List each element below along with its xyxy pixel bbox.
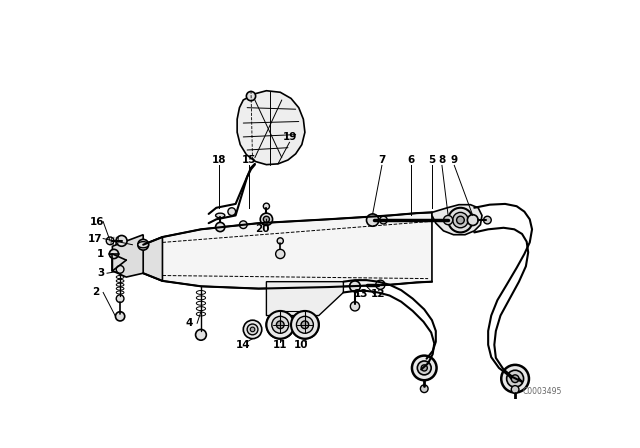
Circle shape <box>420 385 428 392</box>
Text: 15: 15 <box>242 155 257 165</box>
Circle shape <box>444 215 452 225</box>
Circle shape <box>467 215 478 225</box>
Circle shape <box>276 321 284 329</box>
Text: C0003495: C0003495 <box>522 387 562 396</box>
Circle shape <box>272 316 289 333</box>
Polygon shape <box>237 90 305 165</box>
Circle shape <box>367 214 379 226</box>
Circle shape <box>272 316 289 333</box>
Circle shape <box>106 237 114 245</box>
Circle shape <box>109 250 118 258</box>
Circle shape <box>301 321 308 329</box>
Polygon shape <box>113 254 126 271</box>
Ellipse shape <box>138 241 148 248</box>
Circle shape <box>276 250 285 258</box>
Polygon shape <box>126 237 163 281</box>
Circle shape <box>296 316 314 333</box>
Circle shape <box>228 208 236 215</box>
Circle shape <box>350 302 360 311</box>
Circle shape <box>291 311 319 339</box>
Polygon shape <box>432 205 482 235</box>
Text: 3: 3 <box>97 268 104 278</box>
Circle shape <box>448 208 473 233</box>
Text: 11: 11 <box>273 340 287 350</box>
Text: 17: 17 <box>88 233 103 244</box>
Circle shape <box>376 280 385 289</box>
Circle shape <box>263 203 269 209</box>
Circle shape <box>250 327 255 332</box>
Text: 5: 5 <box>428 155 436 165</box>
Circle shape <box>511 375 519 383</box>
Text: 7: 7 <box>378 155 385 165</box>
Circle shape <box>239 221 247 228</box>
Circle shape <box>138 239 148 250</box>
Circle shape <box>116 236 127 246</box>
Circle shape <box>484 216 492 224</box>
Circle shape <box>501 365 529 392</box>
Circle shape <box>247 324 258 335</box>
Circle shape <box>246 91 255 101</box>
Circle shape <box>116 266 124 273</box>
Text: 1: 1 <box>97 249 104 259</box>
Circle shape <box>511 386 519 393</box>
Circle shape <box>216 222 225 232</box>
Circle shape <box>456 216 464 224</box>
Circle shape <box>196 329 206 340</box>
Circle shape <box>421 365 428 371</box>
Polygon shape <box>126 212 432 289</box>
Text: 13: 13 <box>354 289 369 299</box>
Circle shape <box>116 295 124 302</box>
Polygon shape <box>113 235 143 277</box>
Circle shape <box>349 281 360 292</box>
Text: 2: 2 <box>92 288 99 297</box>
Text: 4: 4 <box>186 318 193 328</box>
Circle shape <box>115 312 125 321</box>
Text: 19: 19 <box>282 132 297 142</box>
Text: 20: 20 <box>255 224 270 234</box>
Circle shape <box>266 311 294 339</box>
Text: 10: 10 <box>294 340 308 350</box>
Circle shape <box>266 311 294 339</box>
Text: 14: 14 <box>236 340 251 350</box>
Text: 9: 9 <box>451 155 458 165</box>
Circle shape <box>243 320 262 339</box>
Circle shape <box>412 356 436 380</box>
Polygon shape <box>266 282 344 315</box>
Circle shape <box>452 212 468 228</box>
Circle shape <box>296 316 314 333</box>
Circle shape <box>276 321 284 329</box>
Circle shape <box>417 361 431 375</box>
Text: 6: 6 <box>408 155 415 165</box>
Ellipse shape <box>216 213 225 218</box>
Text: 8: 8 <box>438 155 445 165</box>
Circle shape <box>507 370 524 387</box>
Text: 16: 16 <box>90 217 104 227</box>
Circle shape <box>277 238 284 244</box>
Circle shape <box>301 321 308 329</box>
Circle shape <box>291 311 319 339</box>
Text: 12: 12 <box>371 289 385 299</box>
Circle shape <box>380 216 387 224</box>
Text: 18: 18 <box>211 155 226 165</box>
Circle shape <box>263 216 269 222</box>
Circle shape <box>260 213 273 225</box>
